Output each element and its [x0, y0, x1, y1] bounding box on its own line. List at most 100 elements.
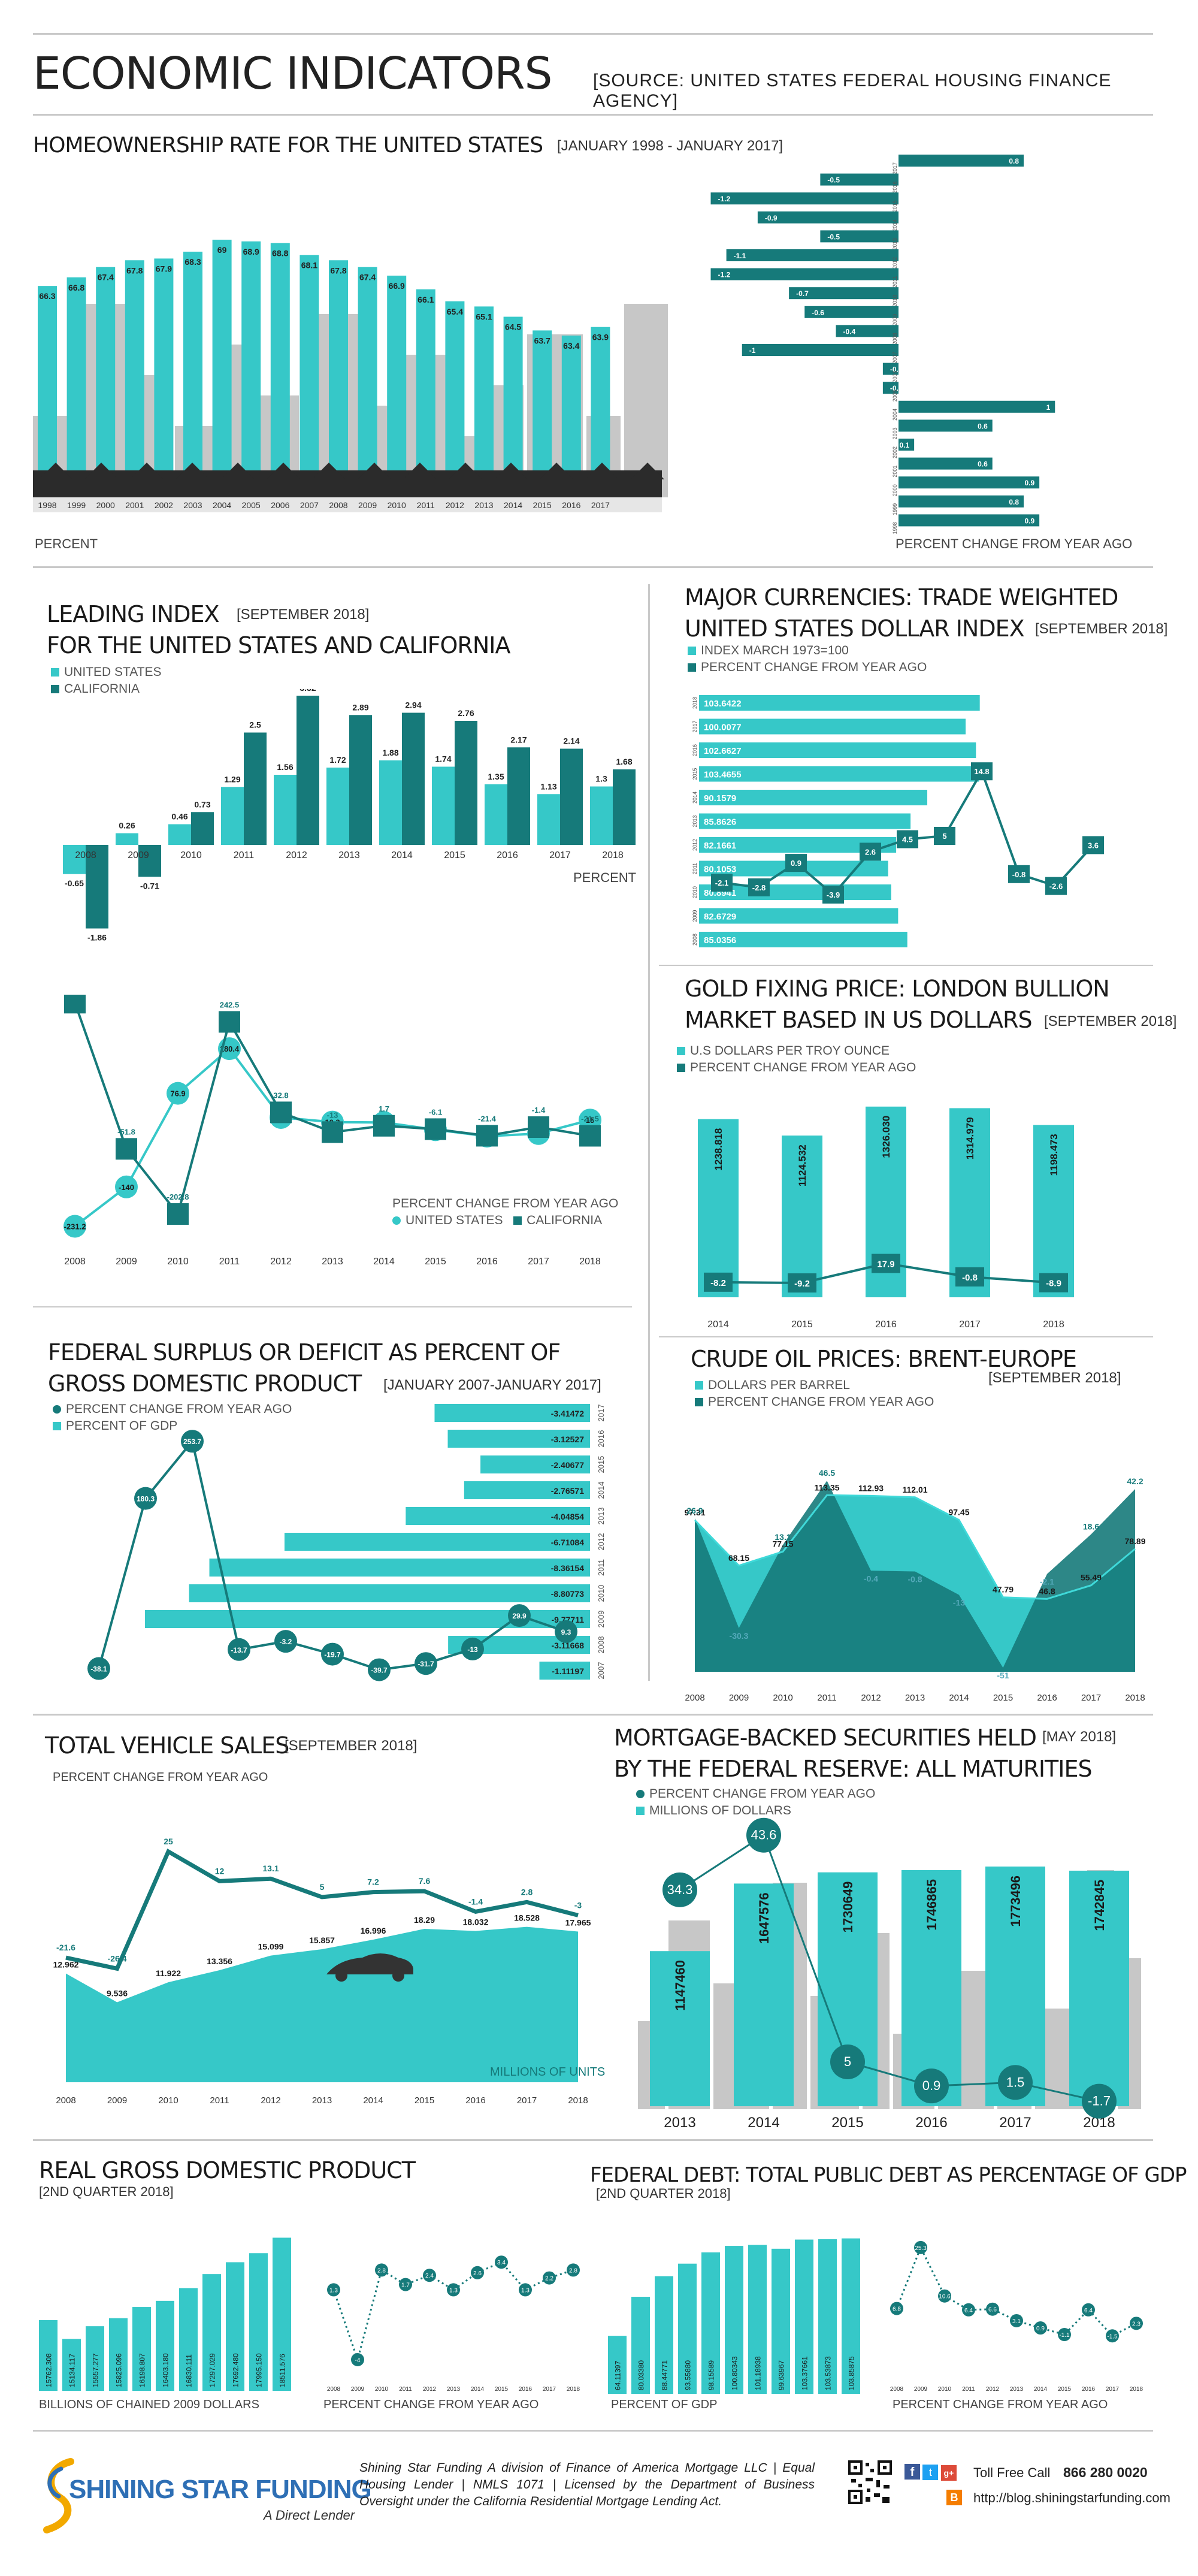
point-label: -2.1	[715, 878, 728, 887]
googleplus-icon[interactable]: g+	[940, 2465, 957, 2481]
bar-label: 1.3	[595, 774, 607, 784]
tick-label: 2011	[597, 1559, 606, 1576]
bar	[202, 2274, 221, 2391]
bar	[898, 476, 1040, 489]
tick-label: 2010	[158, 2095, 178, 2106]
bar	[590, 786, 613, 845]
point-label: -2.8	[752, 883, 766, 892]
point-label: 4.5	[902, 835, 913, 844]
change-label: -30.3	[730, 1631, 749, 1641]
legend-swatch-curchg	[688, 663, 696, 672]
units-label: 18.29	[414, 1915, 435, 1925]
bar	[710, 268, 898, 280]
legend-swatch-fedgdp	[53, 1422, 61, 1431]
price-label: 112.01	[902, 1485, 927, 1494]
point	[748, 878, 770, 896]
bar	[748, 2245, 767, 2394]
legend-swatch-us	[51, 668, 59, 677]
tick-label: 2015	[892, 200, 898, 212]
point	[495, 2255, 508, 2269]
bar-label: 15557.277	[92, 2353, 100, 2387]
point-label: -1.7	[1088, 2094, 1111, 2109]
bar	[297, 696, 319, 845]
bar-label: 16198.807	[138, 2353, 147, 2387]
point	[228, 1638, 250, 1661]
bar-label: 0.9	[1024, 517, 1034, 525]
tick-label: 1998	[38, 500, 56, 510]
legend-swatch-ca	[51, 685, 59, 694]
bar-label: 1147460	[673, 1960, 688, 2010]
bar-label: 1326.030	[881, 1116, 892, 1158]
point	[270, 1101, 292, 1124]
point	[375, 2263, 388, 2277]
tick-label: 2018	[1125, 1693, 1145, 1703]
point-label: 1.3	[521, 2287, 530, 2294]
gdp-cap-1: BILLIONS OF CHAINED 2009 DOLLARS	[39, 2398, 259, 2411]
tick-label: 2016	[915, 2115, 947, 2131]
legend-swatch-mbs	[636, 1807, 645, 1816]
tick-label: 2017	[591, 500, 610, 510]
brand-logo-icon	[43, 2458, 74, 2533]
bar	[212, 240, 232, 497]
mbs-legend: PERCENT CHANGE FROM YEAR AGO MILLIONS OF…	[636, 1786, 875, 1819]
point-label: 32.8	[273, 1091, 288, 1100]
bar	[434, 1404, 590, 1422]
point	[368, 1658, 391, 1681]
units-label: 17.965	[565, 1917, 591, 1927]
point-label: 180.3	[137, 1495, 155, 1503]
tick-label: 2017	[1081, 1693, 1101, 1703]
phone-number[interactable]: 866 280 0020	[1063, 2465, 1148, 2480]
bar	[898, 514, 1040, 527]
tick-label: 2009	[597, 1611, 606, 1628]
veh-units-label: MILLIONS OF UNITS	[490, 2065, 606, 2079]
point	[934, 827, 955, 845]
mbs-title-2: BY THE FEDERAL RESERVE: ALL MATURITIES	[614, 1756, 1093, 1782]
roof-shape	[358, 463, 391, 479]
point	[662, 1872, 697, 1907]
bar	[898, 457, 993, 470]
change-label: -51	[997, 1671, 1009, 1680]
tick-label: 2018	[567, 2386, 580, 2393]
dollar-index-chart: 2018 103.6422 2017 100.0077 2016 102.6627 2015…	[692, 695, 1104, 947]
point	[528, 1116, 549, 1138]
bar-label: -3.41472	[551, 1409, 584, 1418]
bar	[432, 766, 455, 845]
change-label: -0.4	[864, 1574, 878, 1583]
bar	[655, 2276, 673, 2394]
bar-label: -1.86	[87, 933, 107, 943]
roof-shape	[176, 463, 209, 479]
bar-label: 1.72	[329, 755, 346, 765]
tick-label: 2012	[261, 2095, 280, 2106]
bar-label: 2.94	[405, 700, 421, 710]
bar	[39, 2320, 58, 2391]
bar-label: 65.4	[447, 307, 463, 316]
bar-label: 103.4655	[704, 770, 742, 780]
point	[890, 2302, 903, 2315]
bar	[329, 260, 348, 497]
bar	[710, 192, 898, 205]
axis-band	[33, 497, 662, 512]
point-label: -1.4	[532, 1106, 546, 1115]
units-label: 13.356	[207, 1956, 232, 1966]
bar-label: 80.1053	[704, 865, 736, 875]
facebook-icon[interactable]: f	[904, 2464, 920, 2480]
blog-icon[interactable]: B	[946, 2490, 962, 2505]
point-label: -2.6	[1049, 882, 1063, 891]
tick-label: 2009	[128, 850, 149, 860]
qr-code-icon[interactable]	[848, 2460, 893, 2505]
legend-mbs: MILLIONS OF DOLLARS	[649, 1804, 791, 1817]
twitter-icon[interactable]: t	[922, 2465, 939, 2480]
bar-label: 101.18938	[754, 2356, 763, 2390]
blog-link[interactable]: http://blog.shiningstarfunding.com	[973, 2490, 1170, 2505]
cur-title-1: MAJOR CURRENCIES: TRADE WEIGHTED	[685, 584, 1118, 611]
bar-label: 1.29	[224, 774, 240, 784]
legend-us-2: UNITED STATES	[406, 1213, 503, 1227]
price-label: 97.31	[684, 1508, 705, 1517]
point	[476, 1125, 498, 1147]
leading-change-chart: -231.2-14076.9180.420.910.39.3-7.4-22.4-…	[63, 995, 601, 1267]
bar	[183, 252, 202, 497]
cur-title-2: UNITED STATES DOLLAR INDEX	[685, 615, 1025, 642]
bar-label: 63.9	[592, 333, 609, 342]
tick-label: 2008	[75, 850, 96, 860]
bar	[699, 908, 898, 924]
